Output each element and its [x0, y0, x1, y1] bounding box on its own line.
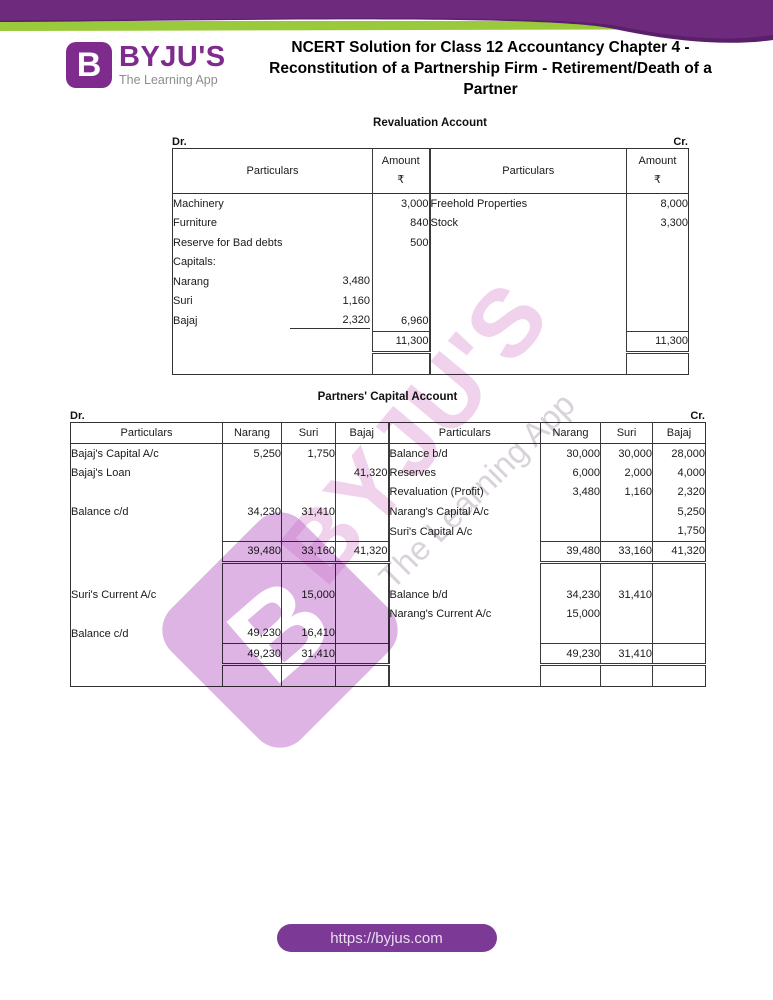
band-purple-swoosh: [0, 0, 773, 39]
table-row: Balance c/d 49,230 16,410: [71, 623, 706, 644]
table-row: Bajaj's Loan 41,320 Reserves 6,000 2,000…: [71, 463, 706, 483]
sub-amount: 3,480: [342, 275, 370, 288]
revaluation-total-credit: 11,300: [626, 330, 689, 354]
blank-row: [71, 562, 706, 585]
revaluation-cr-label: Cr.: [673, 136, 688, 148]
table-row: Bajaj 2,320 6,960: [173, 311, 689, 332]
total-row: 49,230 31,410 49,230 31,410: [71, 643, 706, 667]
capital-title: Partners' Capital Account: [317, 391, 458, 403]
byjus-logo: B BYJU'S The Learning App: [66, 42, 226, 88]
table-row: Balance c/d 34,230 31,410 Narang's Capit…: [71, 502, 706, 522]
table-row: Suri 1,160: [173, 291, 689, 311]
page-footer: https://byjus.com: [0, 924, 773, 952]
sub-amount-underlined: 2,320: [290, 313, 370, 329]
page-title-line3: Partner: [463, 81, 518, 98]
footer-url: https://byjus.com: [330, 929, 443, 947]
col-header: Narang: [222, 422, 282, 444]
table-row: Bajaj's Capital A/c 5,250 1,750 Balance …: [71, 443, 706, 464]
page-title: NCERT Solution for Class 12 Accountancy …: [218, 37, 763, 100]
logo-wordmark: BYJU'S: [119, 41, 226, 73]
table-row: Suri's Capital A/c 1,750: [71, 521, 706, 542]
col-header: Suri: [600, 422, 653, 444]
page-title-line2: Reconstitution of a Partnership Firm - R…: [269, 60, 712, 77]
blank-row: [71, 664, 706, 687]
logo-tagline: The Learning App: [119, 73, 218, 87]
sub-amount: 1,160: [342, 294, 370, 307]
revaluation-total-debit: 11,300: [372, 331, 430, 354]
header-band: [0, 0, 773, 43]
col-header: Suri: [281, 422, 336, 444]
capital-dr-label: Dr.: [70, 410, 85, 422]
table-row: Revaluation (Profit) 3,480 1,160 2,320: [71, 482, 706, 503]
page-title-line1: NCERT Solution for Class 12 Accountancy …: [291, 39, 690, 56]
revaluation-title: Revaluation Account: [373, 117, 487, 129]
rupee-symbol-debit: ₹: [397, 174, 405, 186]
band-green-stripe: [0, 21, 661, 31]
col-header-amount-debit: Amount ₹: [372, 148, 430, 194]
col-header: Particulars: [70, 422, 223, 444]
table-row: Reserve for Bad debts 500: [173, 233, 689, 253]
table-row: Narang's Current A/c 15,000: [71, 604, 706, 624]
revaluation-account-section: Revaluation Account Dr. Cr. Particulars …: [172, 117, 689, 375]
rupee-symbol-credit: ₹: [654, 174, 661, 186]
total-row: 11,300 11,300: [173, 330, 689, 354]
partners-capital-account-section: Partners' Capital Account Dr. Cr. Partic…: [70, 391, 706, 687]
col-header-particulars-debit: Particulars: [172, 148, 373, 194]
logo-b-glyph: B: [76, 46, 102, 84]
revaluation-table: Particulars Amount ₹ Particulars Amount …: [172, 148, 689, 375]
footer-link[interactable]: https://byjus.com: [276, 924, 497, 952]
capital-table: Particulars Narang Suri Bajaj Particular…: [70, 422, 706, 687]
table-row: Narang 3,480: [173, 272, 689, 292]
table-row: Suri's Current A/c 15,000 Balance b/d 34…: [71, 584, 706, 605]
col-header-particulars-credit: Particulars: [428, 148, 627, 194]
capital-cr-label: Cr.: [690, 410, 705, 422]
table-row: Machinery 3,000 Freehold Properties 8,00…: [173, 193, 689, 214]
col-header: Bajaj: [652, 422, 706, 444]
total-row: 39,480 33,160 41,320 39,480 33,160 41,32…: [71, 540, 706, 564]
table-row: Capitals:: [173, 252, 689, 272]
col-header: Bajaj: [335, 422, 389, 444]
col-header: Narang: [540, 422, 601, 444]
table-row: Furniture 840 Stock 3,300: [173, 213, 689, 233]
col-header-amount-credit: Amount ₹: [626, 148, 689, 194]
col-header: Particulars: [387, 422, 541, 444]
revaluation-dr-label: Dr.: [172, 136, 187, 148]
byjus-logo-badge-icon: B: [66, 42, 112, 88]
blank-row: [173, 352, 689, 374]
